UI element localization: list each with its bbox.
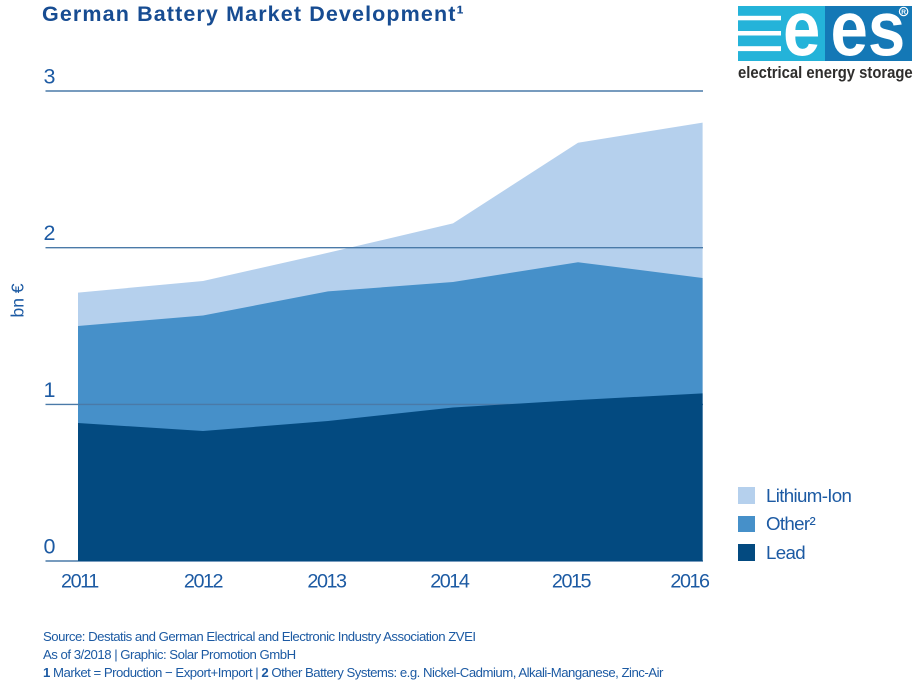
svg-text:es: es: [831, 6, 906, 61]
svg-text:2: 2: [44, 221, 56, 245]
svg-text:2011: 2011: [61, 570, 99, 592]
svg-text:2015: 2015: [552, 570, 592, 592]
svg-text:1: 1: [44, 378, 56, 402]
svg-text:2012: 2012: [184, 570, 223, 592]
svg-text:2013: 2013: [307, 570, 347, 592]
svg-text:3: 3: [44, 64, 56, 88]
svg-text:e: e: [783, 6, 820, 61]
svg-text:2016: 2016: [670, 570, 710, 592]
svg-text:R: R: [901, 9, 906, 16]
svg-text:2014: 2014: [430, 570, 470, 592]
svg-text:0: 0: [44, 534, 56, 558]
